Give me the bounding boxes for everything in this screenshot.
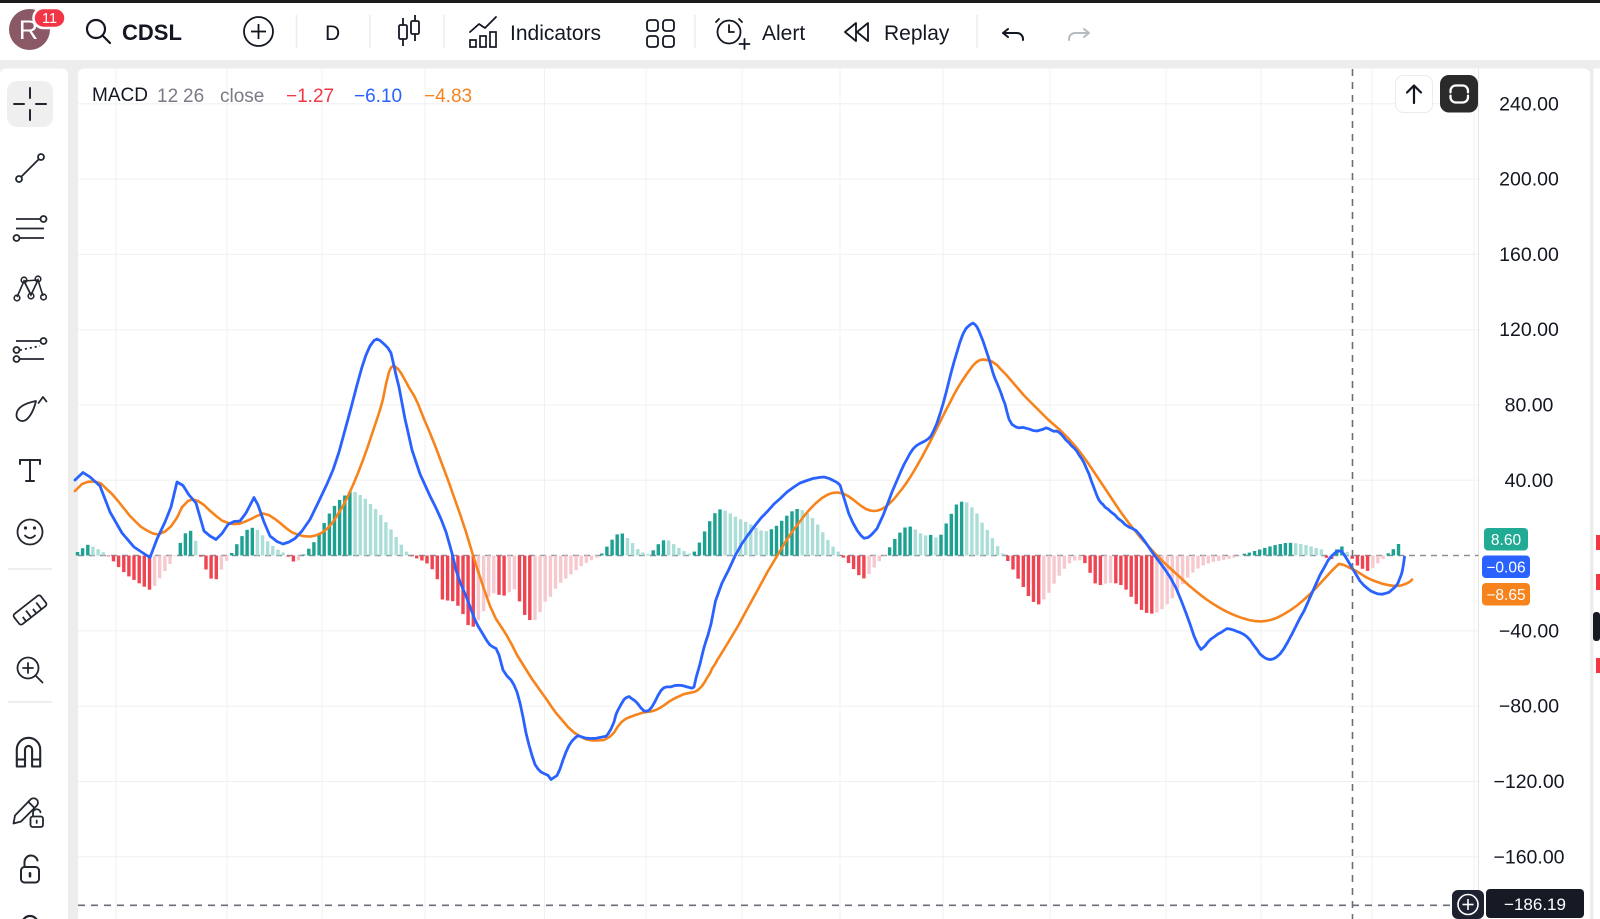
svg-text:40.00: 40.00 [1505,470,1554,492]
svg-text:close: close [220,86,264,107]
svg-text:−186.19: −186.19 [1504,895,1566,914]
svg-text:−80.00: −80.00 [1499,696,1559,718]
svg-text:Indicators: Indicators [510,22,601,45]
svg-text:Alert: Alert [762,22,805,45]
svg-text:Replay: Replay [884,22,950,45]
svg-text:−120.00: −120.00 [1493,771,1564,793]
svg-text:CDSL: CDSL [122,20,182,45]
svg-text:120.00: 120.00 [1499,319,1559,341]
svg-text:−8.65: −8.65 [1486,587,1525,604]
svg-text:80.00: 80.00 [1505,395,1554,417]
svg-text:−0.06: −0.06 [1486,560,1525,577]
svg-text:−6.10: −6.10 [354,86,402,107]
svg-text:MACD: MACD [92,85,148,106]
svg-text:−160.00: −160.00 [1493,846,1564,868]
svg-text:11: 11 [42,11,57,27]
svg-text:240.00: 240.00 [1499,93,1559,115]
svg-text:−1.27: −1.27 [286,86,334,107]
svg-text:D: D [325,22,340,45]
svg-text:200.00: 200.00 [1499,169,1559,191]
svg-text:26: 26 [183,86,204,107]
svg-text:−4.83: −4.83 [424,86,472,107]
svg-text:−40.00: −40.00 [1499,620,1559,642]
svg-text:8.60: 8.60 [1491,532,1522,549]
svg-text:160.00: 160.00 [1499,244,1559,266]
svg-text:12: 12 [157,86,178,107]
